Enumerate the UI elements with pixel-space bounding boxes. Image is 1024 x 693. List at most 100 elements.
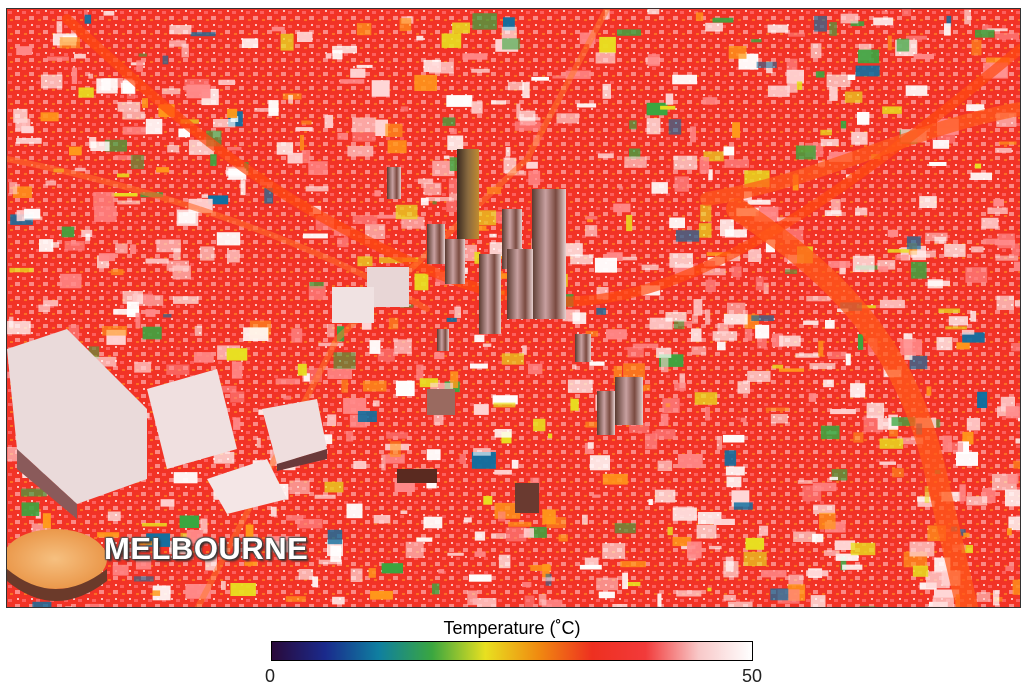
thermal-patch <box>433 413 444 425</box>
thermal-patch <box>668 119 682 135</box>
thermal-patch <box>301 150 311 164</box>
thermal-patch <box>146 533 171 547</box>
thermal-patch <box>186 530 203 544</box>
thermal-patch <box>270 506 277 517</box>
thermal-patch <box>629 422 650 434</box>
thermal-patch <box>477 598 497 607</box>
thermal-patch <box>660 413 669 426</box>
thermal-patch <box>713 518 735 525</box>
thermal-patch <box>145 258 169 264</box>
thermal-patch <box>852 255 875 273</box>
thermal-patch <box>981 217 999 229</box>
thermal-patch <box>596 287 609 300</box>
thermal-patch <box>726 476 742 488</box>
thermal-patch <box>599 36 616 54</box>
thermal-patch <box>971 39 982 56</box>
thermal-patch <box>233 417 241 430</box>
thermal-patch <box>442 117 456 126</box>
thermal-patch <box>1013 460 1020 469</box>
thermal-patch <box>934 236 947 244</box>
thermal-patch <box>68 324 80 340</box>
thermal-patch <box>84 9 89 17</box>
thermal-patch <box>88 346 100 359</box>
thermal-patch <box>788 574 804 586</box>
thermal-patch <box>974 163 982 169</box>
thermal-patch <box>16 46 33 55</box>
thermal-patch <box>357 256 373 267</box>
thermal-patch <box>494 469 512 475</box>
thermal-patch <box>831 199 841 215</box>
thermal-patch <box>672 536 692 547</box>
thermal-patch <box>40 112 59 122</box>
thermal-patch <box>452 22 470 34</box>
thermal-patch <box>723 314 748 325</box>
thermal-patch <box>1011 343 1020 352</box>
thermal-patch <box>21 126 34 134</box>
thermal-patch <box>353 461 367 469</box>
thermal-patch <box>767 85 790 97</box>
thermal-patch <box>997 233 1015 249</box>
thermal-patch <box>419 378 438 388</box>
thermal-patch <box>572 312 587 324</box>
thermal-patch <box>705 309 711 325</box>
thermal-patch <box>829 22 837 36</box>
thermal-patch <box>297 363 307 376</box>
thermal-patch <box>795 353 820 358</box>
thermal-patch <box>960 529 966 536</box>
thermal-patch <box>227 108 238 118</box>
thermal-patch <box>9 267 34 273</box>
thermal-patch <box>327 414 337 426</box>
thermal-patch <box>363 380 387 392</box>
thermal-patch <box>297 518 323 529</box>
thermal-patch <box>385 454 405 464</box>
thermal-patch <box>612 604 628 607</box>
thermal-patch <box>956 342 970 350</box>
thermal-patch <box>173 472 198 484</box>
thermal-patch <box>24 208 41 219</box>
thermal-patch <box>471 452 496 469</box>
thermal-patch <box>687 541 702 559</box>
thermal-patch <box>42 513 51 529</box>
thermal-patch <box>227 250 240 263</box>
thermal-patch <box>585 225 598 237</box>
thermal-patch <box>820 129 832 136</box>
thermal-patch <box>829 476 838 480</box>
thermal-patch <box>462 53 488 60</box>
thermal-patch <box>166 364 190 375</box>
thermal-patch <box>178 128 190 138</box>
thermal-patch <box>337 132 348 140</box>
thermal-patch <box>240 180 246 196</box>
thermal-patch <box>216 232 241 246</box>
thermal-patch <box>254 108 279 112</box>
thermal-patch <box>194 325 203 336</box>
thermal-patch <box>434 352 445 360</box>
thermal-patch <box>567 379 593 393</box>
thermal-patch <box>669 253 693 268</box>
thermal-patch <box>835 553 859 561</box>
thermal-patch <box>454 306 461 319</box>
thermal-patch <box>339 79 365 84</box>
thermal-patch <box>823 379 834 388</box>
thermal-patch <box>842 564 863 570</box>
thermal-patch <box>190 32 216 37</box>
thermal-patch <box>501 353 524 365</box>
thermal-patch <box>352 117 376 133</box>
thermal-patch <box>906 35 928 40</box>
thermal-patch <box>226 348 248 361</box>
thermal-patch <box>595 52 616 64</box>
thermal-patch <box>90 141 110 151</box>
thermal-patch <box>648 499 653 505</box>
thermal-patch <box>961 545 973 554</box>
thermal-patch <box>493 402 516 408</box>
thermal-patch <box>669 217 685 229</box>
thermal-patch <box>576 103 597 108</box>
thermal-patch <box>305 186 329 192</box>
thermal-patch <box>1014 300 1020 307</box>
thermal-patch <box>996 295 1014 310</box>
thermal-patch <box>887 229 899 237</box>
thermal-patch <box>295 127 313 131</box>
thermal-patch <box>722 434 745 443</box>
thermal-patch <box>673 155 698 170</box>
thermal-patch <box>993 199 1004 207</box>
thermal-patch <box>806 296 831 302</box>
